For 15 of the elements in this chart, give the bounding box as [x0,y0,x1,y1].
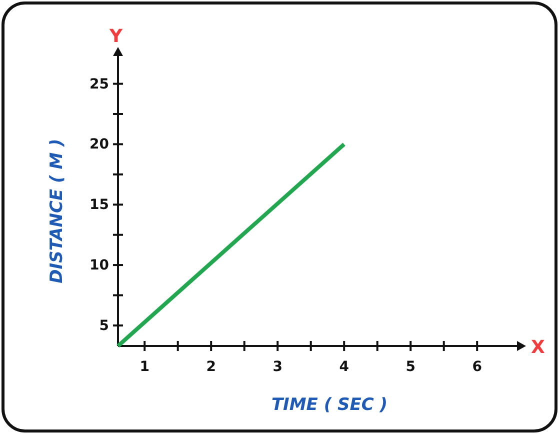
x-tick-label: 4 [339,358,350,375]
y-tick-label: 20 [90,136,110,153]
x-tick-label: 1 [140,358,150,375]
y-axis-title: DISTANCE ( M ) [47,138,67,284]
y-tick-label: 25 [90,76,109,92]
x-tick-label: 5 [406,358,416,375]
x-tick-label: 3 [272,358,282,375]
y-tick-label: 5 [99,318,109,334]
x-tick-label: 2 [206,358,216,375]
x-axis-title: TIME ( SEC ) [271,395,388,415]
text: Y [108,26,124,47]
x-tick-label: 6 [472,358,482,375]
y-tick-label: 15 [90,197,109,214]
y-tick-label: 10 [90,258,110,274]
text: X [531,337,545,358]
